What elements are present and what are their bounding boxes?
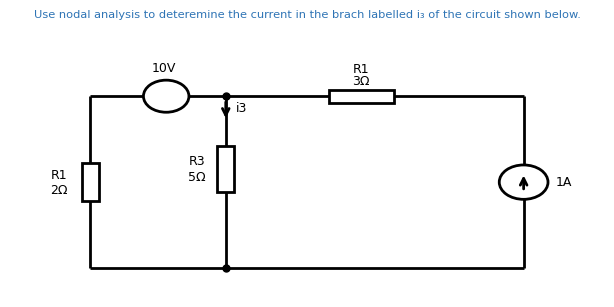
Text: 10V: 10V [151, 62, 176, 75]
Text: 2Ω: 2Ω [50, 184, 68, 197]
Circle shape [499, 165, 548, 199]
Text: R3: R3 [188, 155, 205, 169]
Bar [217, 146, 235, 192]
Text: Use nodal analysis to deteremine the current in the brach labelled i₃ of the cir: Use nodal analysis to deteremine the cur… [34, 10, 580, 20]
Text: +: + [169, 88, 181, 103]
Text: i3: i3 [236, 102, 247, 115]
Text: 3Ω: 3Ω [352, 75, 370, 88]
Text: −: − [152, 88, 163, 103]
Text: 5Ω: 5Ω [187, 171, 205, 184]
Text: R1: R1 [51, 169, 68, 182]
Text: R1: R1 [353, 63, 370, 76]
Text: 1A: 1A [556, 176, 572, 188]
Circle shape [144, 80, 189, 112]
Bar [82, 163, 99, 201]
Bar [328, 90, 394, 103]
